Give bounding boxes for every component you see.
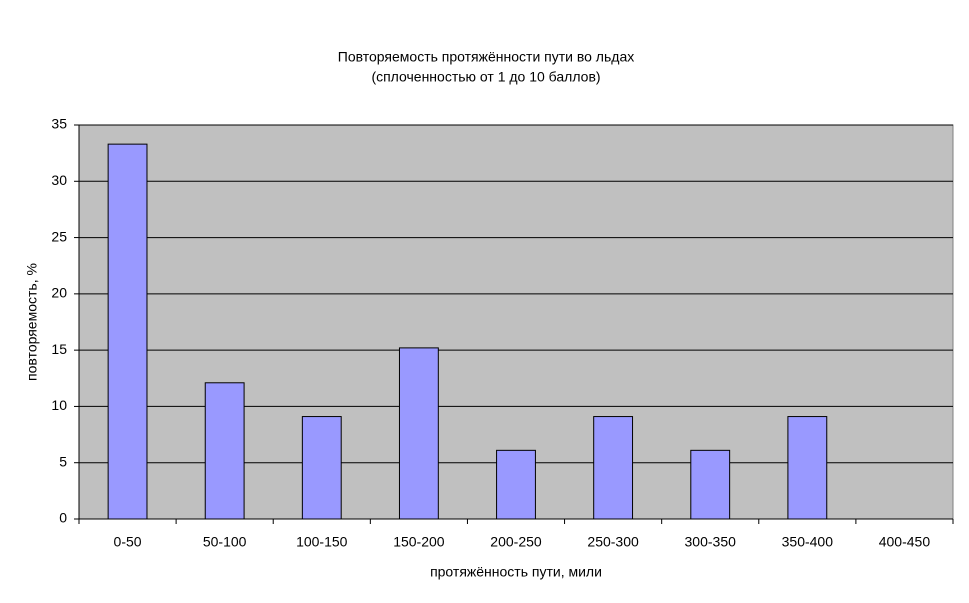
bar xyxy=(593,416,634,520)
bar xyxy=(787,416,828,520)
y-tick-label: 0 xyxy=(59,510,67,526)
x-tick-label: 350-400 xyxy=(782,534,834,550)
x-axis-label: протяжённость пути, мили xyxy=(430,564,602,580)
bar xyxy=(204,382,245,520)
x-tick-label: 200-250 xyxy=(490,534,542,550)
bar xyxy=(107,143,148,520)
x-tick-label: 100-150 xyxy=(296,534,348,550)
x-tick-label: 0-50 xyxy=(114,534,142,550)
y-tick-label: 5 xyxy=(59,453,67,469)
bar xyxy=(496,449,536,520)
chart-title: Повторяемость протяжённости пути во льда… xyxy=(338,49,634,65)
x-tick-label: 150-200 xyxy=(393,534,445,550)
y-tick-label: 30 xyxy=(51,172,67,188)
y-tick-label: 15 xyxy=(51,341,67,357)
x-tick-label: 50-100 xyxy=(203,534,247,550)
x-tick-label: 400-450 xyxy=(879,534,931,550)
y-tick-label: 10 xyxy=(51,397,67,413)
y-tick-label: 25 xyxy=(51,228,67,244)
y-tick-label: 35 xyxy=(51,116,67,132)
y-axis-label: повторяемость, % xyxy=(24,263,40,381)
y-tick-label: 20 xyxy=(51,285,67,301)
chart-subtitle: (сплоченностью от 1 до 10 баллов) xyxy=(371,69,600,85)
x-tick-label: 250-300 xyxy=(587,534,639,550)
bar xyxy=(690,449,731,520)
x-tick-label: 300-350 xyxy=(685,534,737,550)
bar xyxy=(398,347,439,520)
bar xyxy=(301,416,342,520)
